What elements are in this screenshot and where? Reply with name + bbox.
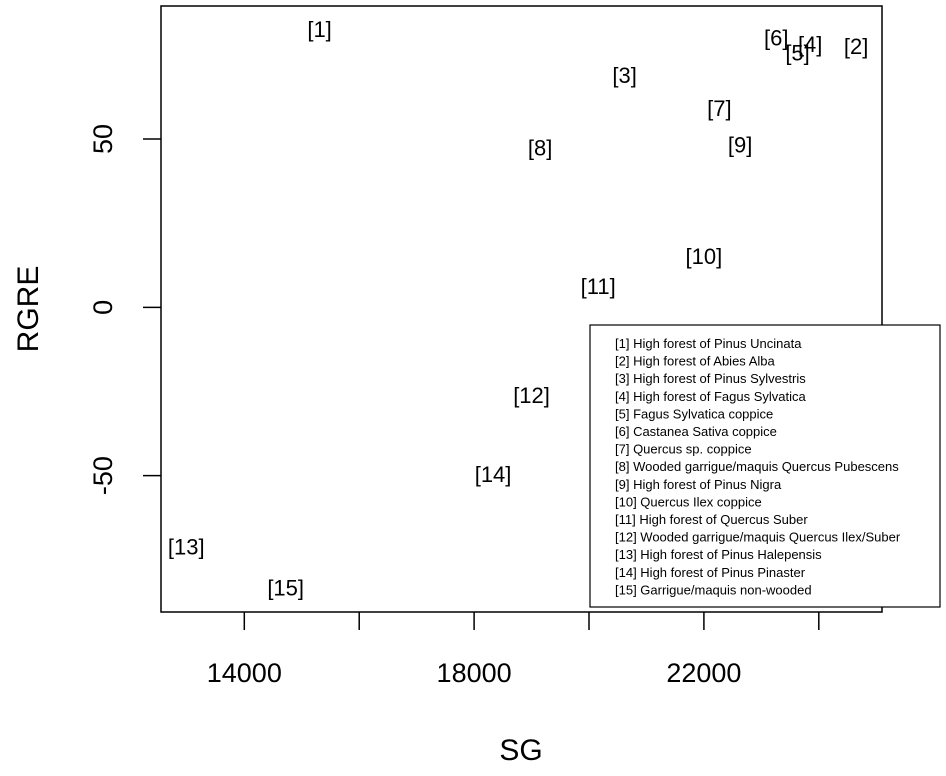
legend-entry: [8] Wooded garrigue/maquis Quercus Pubes… (615, 459, 899, 474)
legend-entry: [11] High forest of Quercus Suber (615, 512, 808, 527)
x-tick-label: 18000 (437, 658, 512, 688)
legend-entry: [3] High forest of Pinus Sylvestris (615, 371, 806, 386)
legend-box (589, 324, 941, 608)
data-points: [1] [2] [3] [4][5][6] [7] [8] [9] [10] [11] [12] [… (168, 17, 868, 601)
x-axis: 14000 18000 22000 (207, 612, 820, 688)
legend: [1] High forest of Pinus Uncinata [2] Hig… (589, 324, 941, 608)
point-label: [11] (581, 274, 616, 299)
point-label: [1] (307, 17, 331, 42)
legend-entry: [9] High forest of Pinus Nigra (615, 477, 782, 492)
y-axis: -50 0 50 (88, 124, 161, 495)
legend-entry: [2] High forest of Abies Alba (615, 354, 775, 369)
point-label: [15] (267, 575, 304, 600)
y-tick-label: 50 (88, 124, 118, 154)
x-tick-label: 22000 (666, 658, 741, 688)
y-tick-label: 0 (88, 300, 118, 315)
point-label: [2] (844, 34, 868, 59)
legend-entry: [10] Quercus Ilex coppice (615, 494, 762, 509)
point-label: [12] (513, 383, 550, 408)
point-label: [10] (686, 244, 723, 269)
x-tick-label: 14000 (207, 658, 282, 688)
legend-entry: [7] Quercus sp. coppice (615, 442, 752, 457)
point-label: [5] (785, 40, 809, 65)
legend-entry: [15] Garrigue/maquis non-wooded (615, 582, 812, 597)
point-label: [4] (798, 32, 822, 57)
plot-frame (160, 5, 883, 613)
y-axis-title: RGRE (12, 266, 45, 353)
point-label: [9] (728, 132, 752, 157)
legend-entry: [1] High forest of Pinus Uncinata (615, 336, 802, 351)
point-label: [7] (707, 96, 731, 121)
point-label: [3] (612, 63, 636, 88)
legend-entry: [14] High forest of Pinus Pinaster (615, 565, 806, 580)
legend-entry: [13] High forest of Pinus Halepensis (615, 547, 822, 562)
legend-entry: [12] Wooded garrigue/maquis Quercus Ilex… (615, 530, 901, 545)
legend-entry: [5] Fagus Sylvatica coppice (615, 406, 773, 421)
point-label: [14] (475, 462, 512, 487)
point-label: [8] (528, 135, 552, 160)
point-label: [13] (168, 534, 205, 559)
legend-entry: [6] Castanea Sativa coppice (615, 424, 777, 439)
legend-entry: [4] High forest of Fagus Sylvatica (615, 389, 807, 404)
point-label: [6] (764, 25, 788, 50)
legend-items: [1] High forest of Pinus Uncinata [2] Hig… (615, 336, 901, 597)
x-axis-title: SG (499, 734, 542, 767)
y-tick-label: -50 (88, 456, 118, 495)
